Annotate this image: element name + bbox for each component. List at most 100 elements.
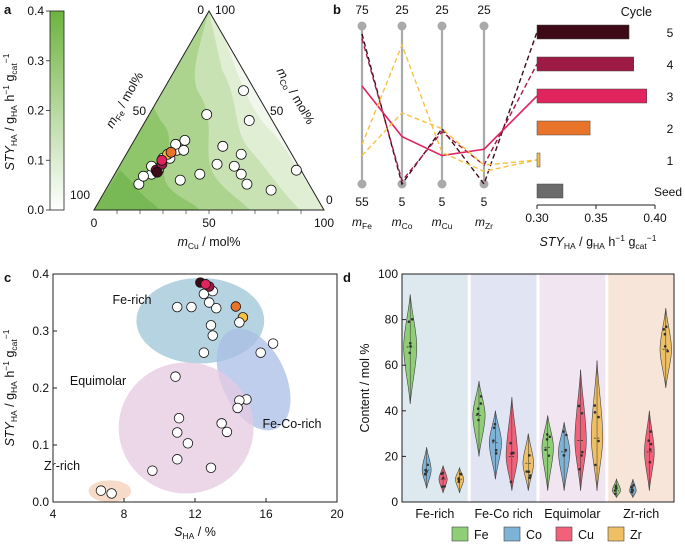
tick-co-0: 0 <box>326 193 333 207</box>
d-group-label-3: Zr-rich <box>623 507 659 521</box>
c-point-6 <box>205 320 217 331</box>
colorbar <box>49 10 65 211</box>
pc-axis-top-label-0: 75 <box>355 3 369 17</box>
fe-axis-label: mFe / mol% <box>103 70 148 132</box>
group-label-2: Equimolar <box>70 374 126 388</box>
violin-dot-3-Fe-4 <box>613 492 617 496</box>
violin-dot-2-Cu-3 <box>580 454 583 457</box>
legend-label-Fe: Fe <box>474 528 489 542</box>
pc-axis-name-1: mCo <box>392 215 413 231</box>
c-ylabel: STYHA / gHA h−1 gcat−1 <box>1 329 19 446</box>
c-yticklabel-4: 0.4 <box>32 267 49 281</box>
c-point-25 <box>147 465 158 476</box>
violin-dot-3-Fe-0 <box>613 489 617 492</box>
violin-dot-1-Zr-0 <box>525 470 529 473</box>
c-point-27 <box>216 418 227 429</box>
violin-dot-0-Cu-3 <box>440 485 444 488</box>
legend-label-Cu: Cu <box>578 528 594 542</box>
violin-dot-1-Co-3 <box>493 422 497 426</box>
d-yticklabel-3: 60 <box>385 358 399 372</box>
d-yticklabel-2: 40 <box>385 404 399 418</box>
panel-b-parallel: 75 55 mFe 25 5 mCo 25 5 mCu 25 5 mZr 5 4 3 2 1 Seed 0.30 0… <box>352 3 682 251</box>
cycle-label-2: 2 <box>667 122 674 136</box>
violin-dot-1-Co-1 <box>492 426 496 430</box>
plot-d-frame <box>401 273 675 503</box>
panel-d-violin: Fe-rich Fe-Co rich Equimolar Zr-rich 0 20 40 60… <box>358 267 675 542</box>
ternary-point-20 <box>201 109 213 120</box>
d-yticklabel-4: 80 <box>385 313 399 327</box>
tick-fe-100: 100 <box>70 188 90 202</box>
d-group-label-1: Fe-Co rich <box>474 507 532 521</box>
violin-dot-2-Fe-1 <box>545 438 549 441</box>
panel-label-a: a <box>4 2 12 17</box>
ternary-point-21 <box>217 140 229 152</box>
bar-axis-ticklabel-1: 0.35 <box>584 211 608 225</box>
cycle-label-4: 4 <box>667 58 674 72</box>
violin-dot-2-Cu-1 <box>578 467 581 471</box>
c-point-29 <box>95 485 107 496</box>
ternary-point-8 <box>178 144 190 156</box>
c-point-24 <box>172 454 183 465</box>
violin-dot-2-Co-2 <box>565 433 568 437</box>
violin-dot-3-Fe-3 <box>614 486 618 489</box>
panel-label-c: c <box>4 270 11 285</box>
c-point-4 <box>203 297 215 308</box>
c-point-16 <box>255 347 266 358</box>
violin-dot-1-Cu-0 <box>509 480 513 484</box>
c-point-0 <box>172 301 183 313</box>
c-point-20 <box>170 371 181 382</box>
c-point-19 <box>232 402 243 414</box>
legend-swatch-Fe <box>451 526 469 542</box>
c-point-22 <box>172 427 183 438</box>
c-yticklabel-0: 0.0 <box>32 495 49 509</box>
violin-dot-3-Co-0 <box>630 485 633 489</box>
pc-axis-bottom-label-2: 5 <box>439 195 446 209</box>
violin-dot-2-Zr-4 <box>594 463 597 467</box>
c-point-11 <box>200 279 211 290</box>
colorbar-ticklabel-4: 0.4 <box>27 4 44 18</box>
pc-axis-top-label-3: 25 <box>477 3 491 17</box>
c-xticklabel-4: 20 <box>330 507 344 521</box>
ternary-point-24 <box>235 168 247 180</box>
d-yticklabel-0: 0 <box>391 495 398 509</box>
violin-dot-1-Cu-3 <box>510 452 513 455</box>
bar-axis-ticklabel-0: 0.30 <box>525 211 549 225</box>
c-point-12 <box>230 301 242 312</box>
c-point-14 <box>234 317 245 328</box>
colorbar-ticklabel-0: 0.0 <box>27 203 44 217</box>
violin-dot-3-Co-3 <box>631 489 634 492</box>
pc-line-cycle-5 <box>361 31 538 186</box>
pc-axis-top-label-1: 25 <box>395 3 409 17</box>
violin-dot-3-Zr-1 <box>663 332 667 336</box>
violin-dot-1-Fe-3 <box>476 412 479 416</box>
tick-fe-50: 50 <box>133 104 147 118</box>
violin-dot-1-Fe-0 <box>476 407 480 410</box>
violin-dot-3-Cu-2 <box>648 460 652 464</box>
ternary-point-19 <box>194 168 206 180</box>
c-point-7 <box>207 330 218 341</box>
violin-dot-0-Fe-0 <box>409 345 412 348</box>
sty-bar-cycle-2 <box>536 120 591 136</box>
group-bg-3 <box>608 274 674 502</box>
sty-bar-cycle-3 <box>536 88 647 104</box>
violin-dot-1-Cu-4 <box>509 441 512 445</box>
ternary-point-15 <box>156 154 168 166</box>
ternary-point-27 <box>290 164 302 176</box>
violin-dot-2-Fe-0 <box>544 448 547 452</box>
co-axis-label: mCo / mol% <box>272 65 317 128</box>
pc-axis-top-dot-2 <box>437 21 447 31</box>
violin-dot-2-Zr-2 <box>593 404 597 407</box>
cycle-label-Seed: Seed <box>654 185 682 199</box>
violin-dot-3-Co-4 <box>632 483 635 487</box>
violin-dot-1-Co-0 <box>494 452 498 455</box>
group-label-3: Zr-rich <box>44 459 80 473</box>
bar-axis-ticklabel-2: 0.40 <box>643 211 667 225</box>
violin-dot-3-Cu-0 <box>648 448 652 451</box>
violin-dot-0-Fe-1 <box>407 320 411 324</box>
c-yticklabel-2: 0.2 <box>32 381 49 395</box>
violin-dot-2-Co-3 <box>564 448 568 452</box>
violin-dot-0-Co-0 <box>426 463 429 467</box>
d-yticklabel-1: 20 <box>385 449 399 463</box>
legend-swatch-Zr <box>607 526 625 542</box>
violin-dot-1-Co-2 <box>492 439 495 442</box>
